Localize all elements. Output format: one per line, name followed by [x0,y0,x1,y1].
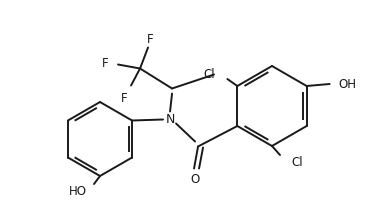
Text: O: O [190,172,200,185]
Text: Cl: Cl [291,156,302,169]
Text: Cl: Cl [204,67,215,80]
Text: F: F [121,92,127,104]
Text: N: N [165,113,175,125]
Text: OH: OH [339,77,357,90]
Text: F: F [147,33,153,46]
Text: F: F [102,57,108,70]
Text: HO: HO [69,185,87,198]
